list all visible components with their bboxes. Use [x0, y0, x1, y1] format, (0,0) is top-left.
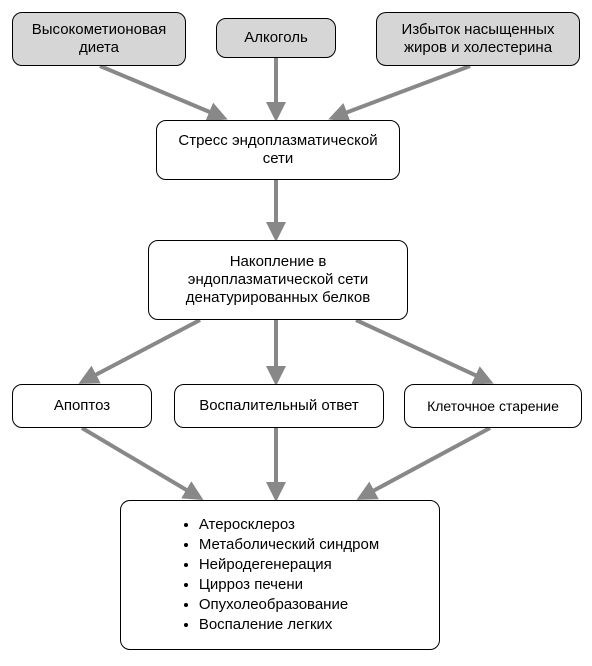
node-protein-accum: Накопление в эндоплазматической сети ден…: [148, 240, 408, 320]
node-diet: Высокометионовая диета: [12, 12, 186, 66]
edge: [100, 66, 224, 118]
node-label: Апоптоз: [54, 397, 110, 415]
node-label: Воспалительный ответ: [199, 397, 359, 415]
edge: [82, 428, 200, 498]
node-label: Стресс эндоплазматической сети: [165, 132, 391, 168]
node-senescence: Клеточное старение: [404, 384, 582, 428]
node-alcohol: Алкоголь: [216, 18, 336, 58]
node-fats: Избыток насыщенных жиров и холестерина: [376, 12, 580, 66]
node-inflammation: Воспалительный ответ: [174, 384, 384, 428]
node-label: Избыток насыщенных жиров и холестерина: [385, 21, 571, 57]
edge: [356, 320, 490, 382]
node-label: Клеточное старение: [427, 398, 559, 415]
edge: [332, 66, 470, 118]
outcome-item: Цирроз печени: [199, 576, 379, 594]
node-er-stress: Стресс эндоплазматической сети: [156, 120, 400, 180]
outcome-item: Метаболический синдром: [199, 536, 379, 554]
edge: [82, 320, 200, 382]
edge: [360, 428, 490, 498]
outcome-item: Атеросклероз: [199, 516, 379, 534]
node-label: Высокометионовая диета: [21, 21, 177, 57]
outcome-item: Воспаление легких: [199, 616, 379, 634]
outcome-item: Опухолеобразование: [199, 596, 379, 614]
outcome-item: Нейродегенерация: [199, 556, 379, 574]
node-apoptosis: Апоптоз: [12, 384, 152, 428]
outcome-list: Атеросклероз Метаболический синдром Нейрод…: [181, 514, 379, 636]
node-label: Накопление в эндоплазматической сети ден…: [157, 253, 399, 307]
node-outcomes: Атеросклероз Метаболический синдром Нейрод…: [120, 500, 440, 650]
node-label: Алкоголь: [244, 29, 308, 47]
